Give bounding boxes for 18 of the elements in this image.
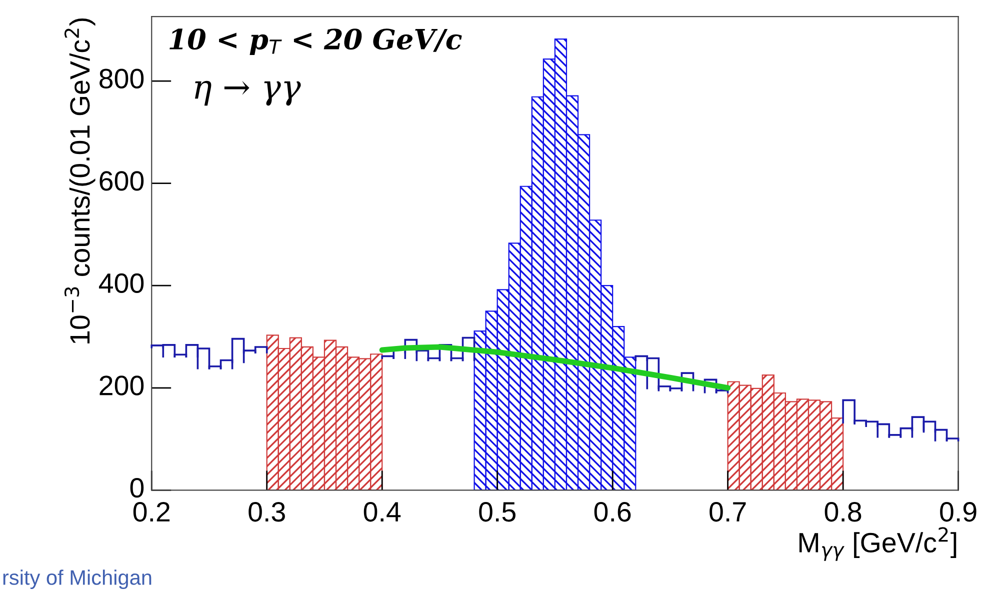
x-tick-label: 0.8 [824, 502, 862, 522]
y-tick-label: 0 [130, 478, 144, 498]
x-tick-label: 0.4 [364, 502, 401, 522]
y-tick-label: 200 [100, 376, 144, 396]
x-tick-label: 0.2 [133, 502, 170, 522]
y-tick-label: 400 [98, 273, 144, 294]
x-tick-label: 0.6 [594, 502, 631, 522]
annotation: 10 < p$_{T}$ < 20 GeV/c [170, 28, 462, 56]
x-tick-label: 0.5 [479, 502, 516, 522]
x-tick-label: 0.7 [710, 502, 746, 522]
x-axis-title: M$_{γγ}$ [GeV/c$^{2}$] [799, 527, 956, 561]
text: rsity of Michigan [3, 570, 152, 590]
annotation: η → γγ [194, 80, 301, 106]
y-tick-label: 600 [100, 171, 144, 191]
x-tick-label: 0.3 [248, 502, 285, 522]
y-tick-label: 800 [100, 68, 144, 88]
y-axis-title: 10$^{−3}$ counts/(0.01 GeV/c$^{2}$) [64, 18, 96, 344]
x-tick-label: 0.9 [940, 502, 976, 522]
